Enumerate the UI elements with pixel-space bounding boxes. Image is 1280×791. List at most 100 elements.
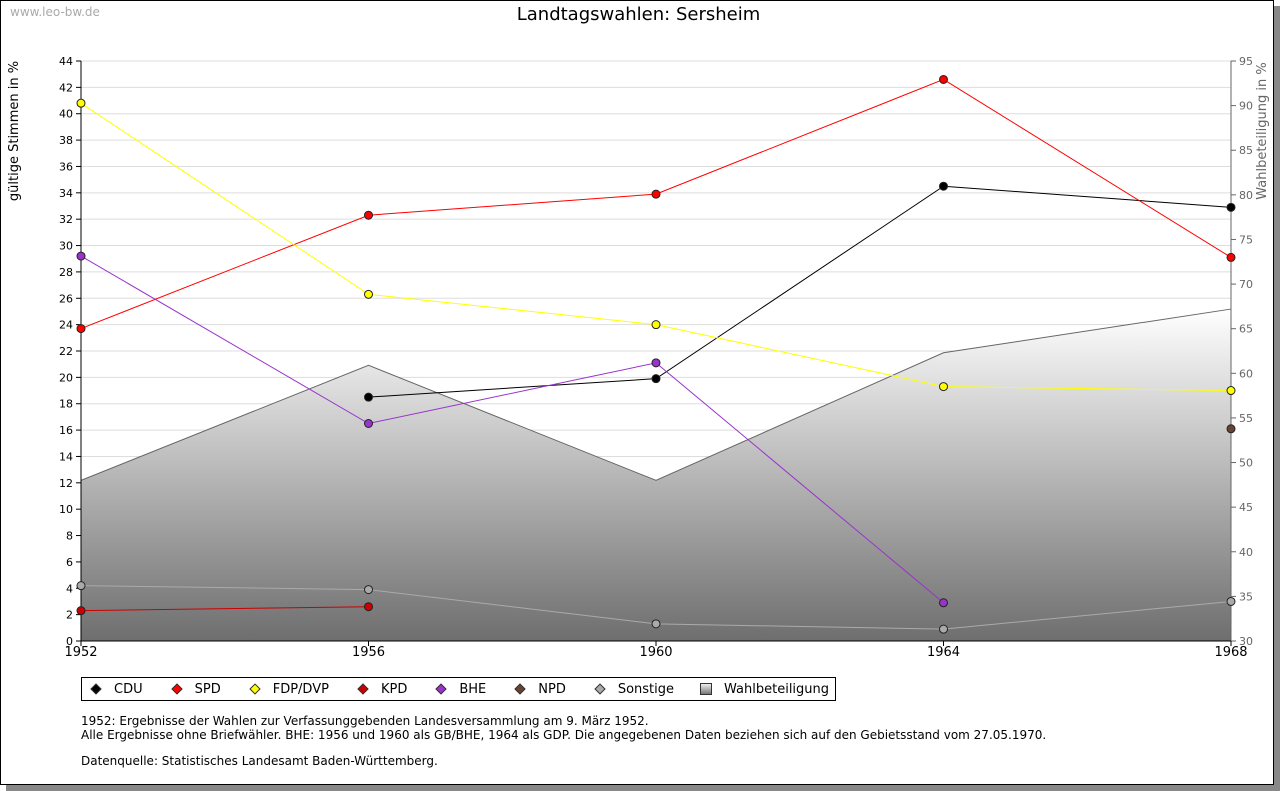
- y2-tick-label: 60: [1239, 367, 1253, 380]
- legend: CDU SPD FDP/DVP KPD BHE NPD Sonstige Wahlbeteil…: [81, 677, 837, 701]
- legend-label: FDP/DVP: [272, 681, 329, 697]
- data-point-bhe: [939, 598, 948, 608]
- y-tick-label: 30: [59, 240, 73, 253]
- x-tick-label: 1964: [927, 645, 960, 660]
- y-tick-label: 26: [59, 292, 73, 305]
- series-line-kpd: [80, 606, 369, 612]
- data-point-sonstige: [651, 619, 661, 629]
- note-general: Alle Ergebnisse ohne Briefwähler. BHE: 1…: [81, 728, 1047, 742]
- y-tick-label: 34: [59, 187, 73, 200]
- y2-tick-label: 35: [1239, 590, 1253, 603]
- series-line-bhe: [80, 255, 944, 604]
- y2-tick-label: 30: [1239, 635, 1253, 648]
- y-tick-label: 4: [66, 582, 73, 595]
- data-point-kpd: [364, 602, 373, 612]
- y-tick-label: 38: [59, 134, 73, 147]
- y-tick-label: 20: [59, 371, 73, 384]
- y-tick-label: 44: [59, 55, 73, 68]
- turnout-line: [80, 308, 1232, 481]
- data-point-sonstige: [1226, 596, 1236, 606]
- y2-tick-label: 90: [1239, 100, 1253, 113]
- series-line-cdu: [368, 185, 1232, 398]
- chart-title: Landtagswahlen: Sersheim: [516, 4, 761, 25]
- y-tick-label: 6: [66, 556, 73, 569]
- y-tick-label: 16: [59, 424, 73, 437]
- legend-item: KPD: [355, 682, 407, 697]
- y-tick-label: 14: [59, 450, 73, 463]
- data-point-spd: [1226, 252, 1236, 262]
- data-point-cdu: [939, 181, 948, 191]
- y-tick-label: 22: [59, 345, 73, 358]
- y-tick-label: 32: [59, 213, 73, 226]
- data-point-fdp-dvp: [364, 289, 373, 299]
- note-1952: 1952: Ergebnisse der Wahlen zur Verfassu…: [81, 714, 649, 728]
- data-point-spd: [364, 210, 373, 220]
- legend-item: SPD: [169, 682, 221, 697]
- data-point-spd: [651, 189, 661, 199]
- legend-marker-icon: [170, 683, 183, 695]
- data-point-cdu: [651, 374, 661, 384]
- legend-label: Sonstige: [617, 681, 675, 697]
- data-point-npd: [1226, 424, 1236, 434]
- y2-tick-label: 45: [1239, 501, 1253, 514]
- y-tick-label: 8: [66, 530, 73, 543]
- legend-marker-icon: [357, 683, 369, 695]
- legend-label: SPD: [194, 681, 221, 697]
- data-point-fdp-dvp: [76, 98, 86, 108]
- y-tick-label: 40: [59, 108, 73, 121]
- legend-label: Wahlbeteiligung: [724, 681, 830, 697]
- y-axis-label: gültige Stimmen in %: [7, 61, 22, 201]
- y2-tick-label: 70: [1239, 278, 1253, 291]
- y-tick-label: 28: [59, 266, 73, 279]
- data-point-sonstige: [364, 585, 373, 595]
- chart-svg: 0246810121416182022242628303234363840424…: [7, 55, 1270, 660]
- y-tick-label: 0: [66, 635, 73, 648]
- y2-tick-label: 80: [1239, 189, 1253, 202]
- y2-tick-label: 50: [1239, 457, 1253, 470]
- y-tick-label: 10: [59, 503, 73, 516]
- data-point-fdp-dvp: [939, 382, 948, 392]
- data-point-sonstige: [76, 581, 86, 591]
- x-tick-label: 1952: [64, 645, 97, 660]
- x-tick-label: 1956: [352, 645, 385, 660]
- legend-item: BHE: [433, 682, 486, 697]
- data-point-bhe: [76, 251, 86, 261]
- y2-tick-label: 95: [1239, 55, 1253, 68]
- legend-label: KPD: [380, 681, 408, 697]
- legend-label: NPD: [538, 681, 566, 697]
- legend-label: BHE: [459, 681, 487, 697]
- x-tick-label: 1968: [1214, 645, 1247, 660]
- legend-marker-icon: [514, 683, 526, 695]
- data-point-bhe: [364, 419, 373, 428]
- data-point-kpd: [76, 606, 86, 616]
- legend-label: CDU: [114, 681, 143, 697]
- data-point-spd: [76, 324, 86, 334]
- y-tick-label: 42: [59, 81, 73, 94]
- legend-marker-icon: [435, 683, 447, 695]
- legend-item: CDU: [88, 682, 143, 697]
- data-point-fdp-dvp: [1226, 386, 1236, 396]
- legend-marker-icon: [90, 683, 102, 695]
- legend-area-icon: [700, 683, 713, 695]
- data-point-fdp-dvp: [651, 320, 661, 330]
- data-point-bhe: [651, 358, 661, 368]
- data-point-sonstige: [939, 624, 948, 634]
- note-source: Datenquelle: Statistisches Landesamt Bad…: [81, 754, 438, 768]
- data-point-cdu: [1226, 202, 1236, 212]
- y2-tick-label: 55: [1239, 412, 1253, 425]
- y2-tick-label: 40: [1239, 546, 1253, 559]
- y-tick-label: 2: [66, 609, 73, 622]
- legend-item: Wahlbeteiligung: [700, 682, 829, 697]
- watermark: www.leo-bw.de: [10, 5, 100, 19]
- legend-item: Sonstige: [592, 682, 674, 697]
- legend-marker-icon: [594, 683, 606, 695]
- legend-marker-icon: [249, 683, 261, 695]
- y2-tick-label: 65: [1239, 323, 1253, 336]
- y2-axis-label: Wahlbeteiligung in %: [1255, 62, 1270, 199]
- y-tick-label: 24: [59, 319, 73, 332]
- data-point-cdu: [364, 392, 373, 402]
- y-tick-label: 18: [59, 398, 73, 411]
- y2-tick-label: 85: [1239, 144, 1253, 157]
- data-point-spd: [939, 74, 948, 84]
